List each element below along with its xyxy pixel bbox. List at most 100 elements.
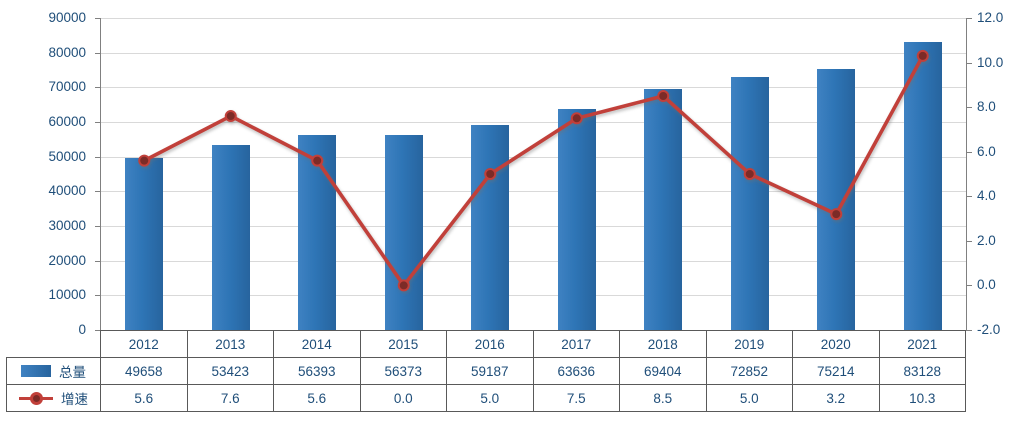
left-axis-tick-label: 80000 xyxy=(48,44,86,60)
left-axis-tick-label: 70000 xyxy=(48,79,86,95)
value-cell: 5.0 xyxy=(705,384,793,412)
left-axis-labels: 0 10000 20000 30000 40000 50000 60000 70000 8000… xyxy=(0,10,92,337)
gridline xyxy=(101,226,966,227)
year-header-cell: 2012 xyxy=(100,330,188,358)
gridline xyxy=(101,52,966,54)
left-axis-tick xyxy=(95,226,100,227)
legend-key: 增速 xyxy=(8,388,100,408)
value-cell: 53423 xyxy=(186,357,274,385)
data-point-marker-2012 xyxy=(138,154,151,167)
value-cell: 7.6 xyxy=(186,384,274,412)
gridline xyxy=(101,18,966,19)
value-cell: 5.0 xyxy=(446,384,534,412)
value-cell: 72852 xyxy=(705,357,793,385)
value-cell: 0.0 xyxy=(359,384,447,412)
right-axis-tick-label: -2.0 xyxy=(977,322,1001,337)
right-axis-tick xyxy=(967,18,972,19)
growth-series-swatch xyxy=(19,391,53,405)
left-axis-tick xyxy=(95,18,100,19)
year-header-cell: 2019 xyxy=(705,330,793,358)
gridline xyxy=(101,260,966,262)
data-point-marker-2018 xyxy=(657,90,670,102)
data-point-marker-2019 xyxy=(743,168,756,180)
year-header-cell: 2017 xyxy=(532,330,620,358)
value-cell: 56393 xyxy=(273,357,361,385)
right-axis-tick-label: 0.0 xyxy=(977,277,996,293)
data-table: 2012 2013 2014 2015 2016 2017 2018 2019 2020 2021… xyxy=(6,330,966,412)
legend-marker xyxy=(30,391,43,405)
value-cell: 5.6 xyxy=(100,384,188,412)
bar-2017 xyxy=(557,109,596,330)
data-point-marker-2016 xyxy=(484,168,497,180)
value-cell: 49658 xyxy=(100,357,188,385)
left-axis-tick xyxy=(95,122,100,123)
left-axis-tick-label: 10000 xyxy=(48,287,86,303)
bar-2013 xyxy=(211,144,250,330)
left-axis-tick-label: 60000 xyxy=(48,114,86,129)
table-row-growth: 增速 5.6 7.6 5.6 0.0 5.0 7.5 8.5 5.0 3.2 10.3 xyxy=(6,384,966,412)
gridline xyxy=(101,87,966,89)
gridline xyxy=(101,156,966,158)
value-cell: 7.5 xyxy=(532,384,620,412)
right-axis-labels: -2.0 0.0 2.0 4.0 6.0 8.0 10.0 12.0 xyxy=(971,10,1017,337)
bar-2020 xyxy=(817,69,856,330)
right-axis-tick-label: 6.0 xyxy=(977,143,996,159)
right-axis-tick xyxy=(967,62,972,64)
left-axis-tick xyxy=(95,295,100,297)
right-axis-tick xyxy=(967,196,972,198)
left-axis-tick xyxy=(95,330,100,331)
year-header-cell: 2014 xyxy=(273,330,361,358)
left-axis-tick xyxy=(95,87,100,89)
value-cell: 69404 xyxy=(619,357,707,385)
bar-2015 xyxy=(384,134,423,330)
right-axis-tick-label: 4.0 xyxy=(977,188,996,204)
gridline xyxy=(101,122,966,123)
right-axis-tick xyxy=(967,151,972,153)
gridline xyxy=(101,295,966,297)
right-axis-tick xyxy=(967,330,972,331)
total-series-swatch xyxy=(21,365,51,377)
year-header-cell: 2021 xyxy=(878,330,966,358)
value-cell: 3.2 xyxy=(792,384,880,412)
value-cell: 59187 xyxy=(446,357,534,385)
right-axis-tick-label: 2.0 xyxy=(977,232,996,248)
legend-label: 增速 xyxy=(61,392,88,407)
value-cell: 56373 xyxy=(359,357,447,385)
data-point-marker-2020 xyxy=(830,208,843,221)
bar-2021 xyxy=(903,41,942,330)
plot-area xyxy=(95,18,972,331)
legend-cell-total: 总量 xyxy=(6,357,101,385)
growth-line xyxy=(143,55,925,289)
table-blank-cell xyxy=(7,331,101,358)
bar-2018 xyxy=(644,89,683,330)
left-axis-tick xyxy=(95,52,100,54)
left-axis-tick-label: 40000 xyxy=(48,183,86,199)
value-cell: 63636 xyxy=(532,357,620,385)
bar-2012 xyxy=(125,157,164,330)
value-cell: 75214 xyxy=(792,357,880,385)
gridline xyxy=(101,191,966,193)
year-header-cell: 2018 xyxy=(619,330,707,358)
year-header-cell: 2020 xyxy=(792,330,880,358)
growth-line-layer xyxy=(138,49,929,292)
year-header-cell: 2013 xyxy=(186,330,274,358)
table-header-row: 2012 2013 2014 2015 2016 2017 2018 2019 2020 2021 xyxy=(7,330,966,358)
left-axis-tick xyxy=(95,156,100,158)
year-header-cell: 2015 xyxy=(359,330,447,358)
data-point-marker-2014 xyxy=(311,154,324,167)
value-cell: 8.5 xyxy=(619,384,707,412)
year-header-cell: 2016 xyxy=(446,330,534,358)
table-row-total: 总量 49658 53423 56393 56373 59187 63636 69404 728… xyxy=(6,357,966,385)
left-axis-tick xyxy=(95,191,100,193)
data-point-marker-2015 xyxy=(397,279,410,292)
left-axis-tick-label: 20000 xyxy=(48,252,86,268)
bar-2014 xyxy=(298,134,337,330)
bar-2019 xyxy=(730,77,769,330)
legend-label: 总量 xyxy=(59,365,86,380)
value-cell: 83128 xyxy=(878,357,966,385)
left-axis-tick-label: 90000 xyxy=(48,10,86,25)
legend-key: 总量 xyxy=(8,361,100,381)
left-axis-tick-label: 30000 xyxy=(48,218,86,233)
right-axis-tick-label: 12.0 xyxy=(977,10,1004,25)
